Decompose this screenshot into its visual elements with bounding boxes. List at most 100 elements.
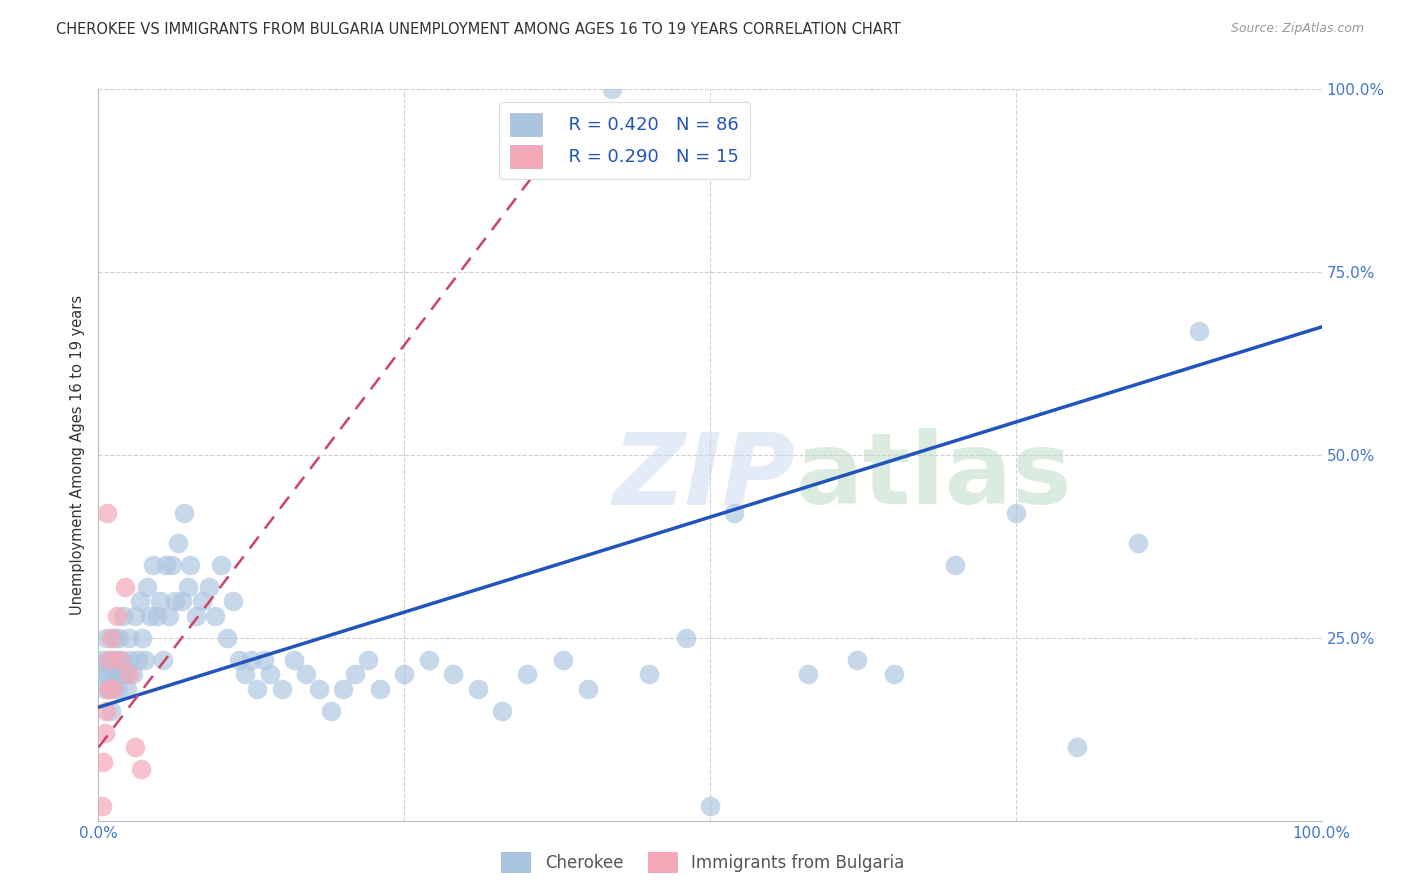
Point (1188, 324, 1211, 338)
Point (204, 608, 226, 623)
Point (124, 608, 146, 623)
Point (91, 653, 114, 667)
Point (149, 594, 172, 608)
Point (283, 653, 305, 667)
Point (100, 704, 122, 718)
Point (101, 681, 124, 696)
Point (131, 631, 153, 645)
Point (105, 608, 128, 623)
Point (418, 653, 440, 667)
Point (107, 681, 129, 696)
Point (308, 681, 330, 696)
Point (356, 653, 378, 667)
Point (110, 667, 132, 681)
Legend:   R = 0.420   N = 86,   R = 0.290   N = 15: R = 0.420 N = 86, R = 0.290 N = 15 (499, 102, 749, 179)
Point (177, 580, 200, 594)
Point (155, 558, 177, 572)
Point (191, 594, 214, 608)
Point (600, 82, 623, 96)
Point (723, 507, 745, 521)
Point (1004, 507, 1026, 521)
Point (332, 681, 354, 696)
Y-axis label: Unemployment Among Ages 16 to 19 years: Unemployment Among Ages 16 to 19 years (70, 295, 86, 615)
Point (97, 681, 120, 696)
Point (553, 653, 575, 667)
Point (118, 631, 141, 645)
Point (114, 667, 136, 681)
Text: ZIP: ZIP (612, 428, 796, 525)
Point (136, 580, 159, 594)
Point (209, 558, 232, 572)
Point (115, 681, 138, 696)
Point (146, 608, 169, 623)
Point (392, 667, 416, 681)
Point (368, 681, 391, 696)
Point (240, 653, 263, 667)
Point (93, 726, 115, 740)
Point (576, 681, 599, 696)
Point (160, 558, 183, 572)
Point (114, 580, 136, 594)
Point (1128, 535, 1150, 549)
Text: Source: ZipAtlas.com: Source: ZipAtlas.com (1230, 22, 1364, 36)
Point (491, 704, 513, 718)
Legend: Cherokee, Immigrants from Bulgaria: Cherokee, Immigrants from Bulgaria (495, 846, 911, 880)
Point (344, 667, 367, 681)
Point (97, 653, 120, 667)
Point (173, 507, 195, 521)
Point (270, 681, 294, 696)
Point (101, 653, 124, 667)
Point (319, 704, 342, 718)
Point (157, 608, 180, 623)
Point (120, 653, 142, 667)
Point (134, 653, 156, 667)
Point (91, 755, 114, 769)
Point (96, 507, 118, 521)
Point (139, 608, 162, 623)
Point (105, 653, 128, 667)
Text: atlas: atlas (796, 428, 1073, 525)
Point (103, 631, 125, 645)
Point (152, 653, 174, 667)
Point (233, 667, 256, 681)
Point (252, 653, 274, 667)
Point (845, 653, 868, 667)
Point (100, 631, 122, 645)
Point (127, 653, 149, 667)
Point (515, 667, 537, 681)
Point (93, 681, 115, 696)
Point (186, 608, 208, 623)
Point (295, 667, 318, 681)
Point (797, 667, 820, 681)
Point (98, 653, 121, 667)
Point (246, 681, 269, 696)
Point (699, 799, 721, 814)
Point (165, 594, 187, 608)
Point (108, 631, 131, 645)
Point (111, 608, 134, 623)
Point (167, 535, 190, 549)
Point (98, 681, 121, 696)
Point (197, 580, 219, 594)
Point (118, 667, 141, 681)
Point (228, 653, 250, 667)
Point (675, 631, 697, 645)
Point (104, 667, 127, 681)
Point (111, 653, 134, 667)
Point (883, 667, 905, 681)
Point (94, 704, 117, 718)
Point (101, 667, 124, 681)
Point (638, 667, 661, 681)
Point (91, 667, 114, 681)
Point (215, 631, 238, 645)
Point (96, 667, 118, 681)
Point (170, 594, 193, 608)
Point (110, 653, 132, 667)
Point (259, 667, 281, 681)
Point (142, 558, 165, 572)
Point (121, 667, 143, 681)
Text: CHEROKEE VS IMMIGRANTS FROM BULGARIA UNEMPLOYMENT AMONG AGES 16 TO 19 YEARS CORR: CHEROKEE VS IMMIGRANTS FROM BULGARIA UNE… (56, 22, 901, 37)
Point (467, 681, 489, 696)
Point (129, 763, 152, 777)
Point (94, 631, 117, 645)
